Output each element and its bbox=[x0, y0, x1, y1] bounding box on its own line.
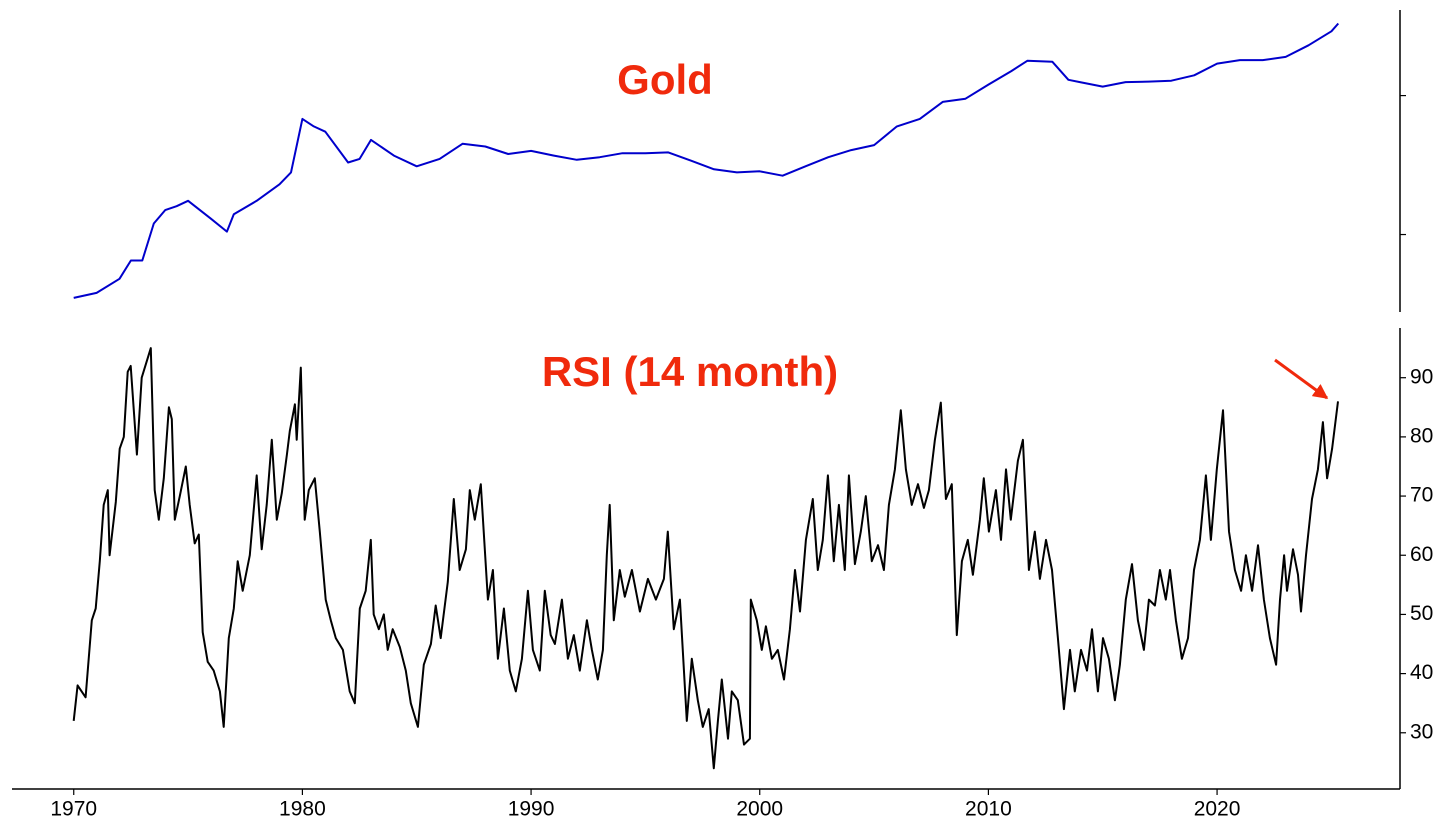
chart-title: RSI (14 month) bbox=[542, 348, 838, 395]
y-tick-label: 80 bbox=[1410, 424, 1433, 447]
x-tick-label: 1970 bbox=[50, 798, 97, 821]
annotation-arrow bbox=[1274, 358, 1329, 400]
y-tick-label: 90 bbox=[1410, 365, 1433, 388]
line-series bbox=[73, 22, 1340, 299]
y-tick-label: 70 bbox=[1410, 484, 1433, 507]
x-tick-label: 2010 bbox=[965, 798, 1012, 821]
y-tick-label: 50 bbox=[1410, 602, 1433, 625]
line-series bbox=[72, 347, 1339, 770]
x-tick-label: 2000 bbox=[736, 798, 783, 821]
y-tick-label: 40 bbox=[1410, 661, 1433, 684]
chart-title: Gold bbox=[617, 56, 713, 103]
x-tick-label: 2020 bbox=[1194, 798, 1241, 821]
y-tick-label: 60 bbox=[1410, 543, 1433, 566]
y-tick-label: 30 bbox=[1410, 720, 1433, 743]
x-tick-label: 1990 bbox=[508, 798, 555, 821]
x-tick-label: 1980 bbox=[279, 798, 326, 821]
